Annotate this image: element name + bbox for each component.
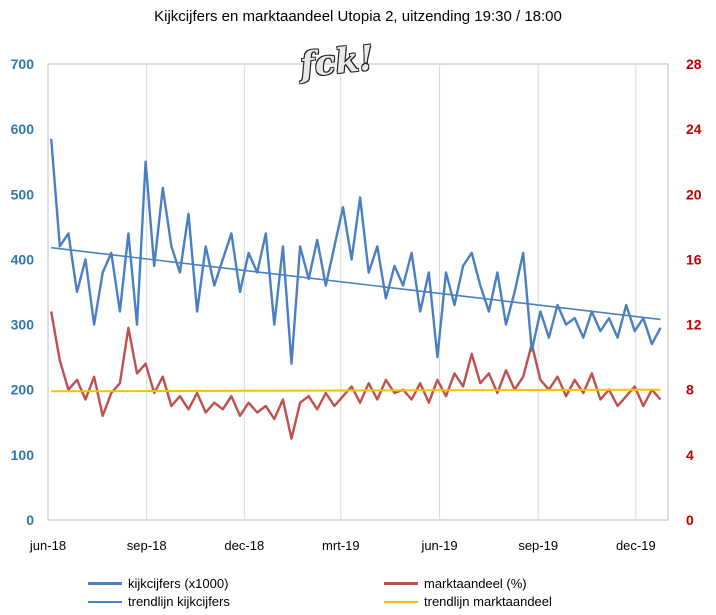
legend-label: trendlijn kijkcijfers bbox=[128, 594, 230, 609]
y-right-tick-label: 12 bbox=[686, 317, 702, 333]
x-tick-label: sep-19 bbox=[518, 538, 558, 553]
y-left-tick-label: 300 bbox=[11, 317, 35, 333]
chart-title: Kijkcijfers en marktaandeel Utopia 2, ui… bbox=[154, 8, 562, 25]
y-right-tick-label: 4 bbox=[686, 447, 694, 463]
y-right-tick-label: 0 bbox=[686, 512, 694, 528]
legend-swatch bbox=[88, 582, 122, 585]
fck-logo: fck! bbox=[298, 38, 376, 86]
legend-item-trend-marktaandeel: trendlijn marktaandeel bbox=[384, 594, 552, 609]
legend-label: marktaandeel (%) bbox=[424, 576, 527, 591]
trendline-marktaandeel bbox=[51, 388, 661, 393]
y-right-tick-label: 20 bbox=[686, 186, 702, 202]
axis-layer: jun-18 sep-18 dec-18 mrt-19 jun-19 sep-19 dec-… bbox=[11, 56, 702, 553]
legend-label: trendlijn marktaandeel bbox=[424, 594, 552, 609]
y-right-tick-label: 24 bbox=[686, 121, 702, 137]
y-left-tick-label: 700 bbox=[11, 56, 35, 72]
x-tick-label: jun-18 bbox=[29, 538, 66, 553]
y-right-tick-label: 28 bbox=[686, 56, 702, 72]
x-tick-label: mrt-19 bbox=[322, 538, 360, 553]
x-tick-label: jun-19 bbox=[420, 538, 457, 553]
legend-swatch bbox=[384, 600, 418, 603]
x-tick-label: dec-18 bbox=[224, 538, 264, 553]
y-left-tick-label: 100 bbox=[11, 447, 35, 463]
legend-swatch bbox=[384, 582, 418, 585]
legend-item-kijkcijfers: kijkcijfers (x1000) bbox=[88, 576, 228, 591]
legend-item-trend-kijkcijfers: trendlijn kijkcijfers bbox=[88, 594, 230, 609]
legend-swatch bbox=[88, 600, 122, 603]
y-right-tick-label: 8 bbox=[686, 382, 694, 398]
y-left-tick-label: 500 bbox=[11, 186, 35, 202]
trendline-kijkcijfers bbox=[51, 246, 661, 321]
y-left-tick-label: 0 bbox=[26, 512, 34, 528]
legend-label: kijkcijfers (x1000) bbox=[128, 576, 229, 591]
y-left-tick-label: 600 bbox=[11, 121, 35, 137]
y-right-tick-label: 16 bbox=[686, 251, 702, 267]
y-left-tick-label: 200 bbox=[11, 382, 35, 398]
marktaandeel-line bbox=[50, 311, 662, 440]
y-left-tick-label: 400 bbox=[11, 251, 35, 267]
grid-layer bbox=[47, 63, 669, 521]
series-layer bbox=[50, 138, 662, 440]
kijkcijfers-line bbox=[50, 138, 662, 365]
x-tick-label: sep-18 bbox=[127, 538, 167, 553]
legend-item-marktaandeel: marktaandeel (%) bbox=[384, 576, 527, 591]
plot-area-frame bbox=[47, 63, 669, 521]
x-tick-label: dec-19 bbox=[616, 538, 656, 553]
